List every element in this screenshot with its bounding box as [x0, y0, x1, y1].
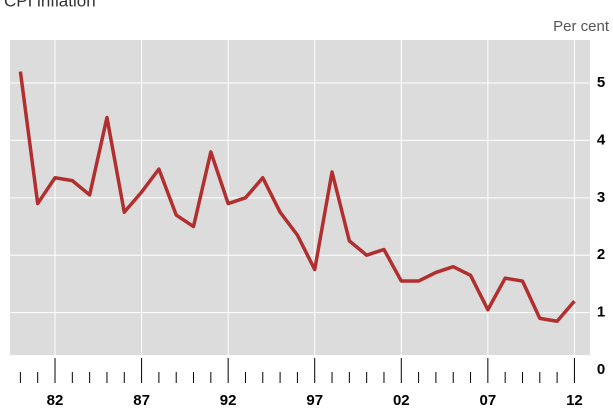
x-tick-label: 02 [393, 392, 410, 408]
y-tick-label: 5 [597, 74, 605, 91]
x-tick-label: 87 [133, 392, 150, 408]
x-tick-label: 97 [306, 392, 323, 408]
y-tick-label: 0 [597, 361, 605, 378]
data-line [18, 71, 576, 323]
x-tick-label: 12 [566, 392, 583, 408]
y-axis-label: Per cent [553, 18, 610, 35]
y-tick-label: 1 [597, 304, 605, 321]
y-tick-label: 4 [597, 131, 606, 148]
y-tick-label: 2 [597, 246, 605, 263]
y-tick-label: 3 [597, 189, 605, 206]
x-tick-label: 82 [47, 392, 64, 408]
x-tick-label: 92 [220, 392, 237, 408]
chart-title: CPI inflation [4, 0, 96, 10]
x-tick-label: 07 [480, 392, 497, 408]
